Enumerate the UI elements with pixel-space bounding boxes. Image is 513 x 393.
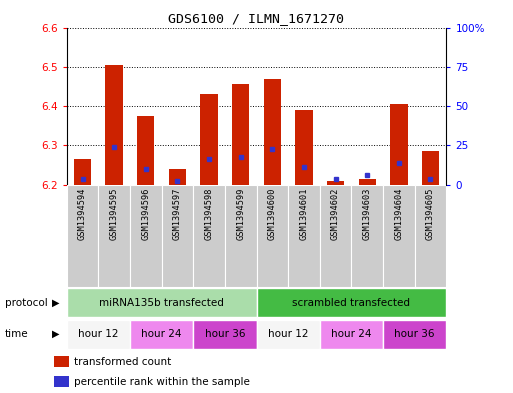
Bar [67,320,130,349]
Text: transformed count: transformed count [74,357,172,367]
Bar [201,94,218,185]
Bar [295,110,312,185]
Text: GSM1394599: GSM1394599 [236,188,245,240]
Text: GSM1394602: GSM1394602 [331,188,340,240]
Title: GDS6100 / ILMN_1671270: GDS6100 / ILMN_1671270 [168,12,345,25]
Text: hour 24: hour 24 [142,329,182,339]
Bar [320,185,351,287]
Bar [54,356,69,367]
Bar [256,185,288,287]
Bar [383,185,415,287]
Text: ▶: ▶ [51,329,59,339]
Text: percentile rank within the sample: percentile rank within the sample [74,376,250,387]
Bar [130,320,193,349]
Text: GSM1394597: GSM1394597 [173,188,182,240]
Bar [232,84,249,185]
Bar [54,376,69,387]
Text: GSM1394596: GSM1394596 [141,188,150,240]
Text: GSM1394603: GSM1394603 [363,188,372,240]
Bar [256,320,320,349]
Bar [67,185,98,287]
Text: time: time [5,329,29,339]
Bar [359,179,376,185]
Text: GSM1394595: GSM1394595 [110,188,119,240]
Bar [351,185,383,287]
Bar [162,185,193,287]
Bar [193,185,225,287]
Text: hour 12: hour 12 [268,329,308,339]
Bar [422,151,439,185]
Bar [288,185,320,287]
Bar [383,320,446,349]
Text: hour 36: hour 36 [205,329,245,339]
Bar [98,185,130,287]
Bar [415,185,446,287]
Bar [256,288,446,317]
Bar [193,320,256,349]
Bar [106,65,123,185]
Text: GSM1394605: GSM1394605 [426,188,435,240]
Bar [130,185,162,287]
Text: GSM1394594: GSM1394594 [78,188,87,240]
Bar [137,116,154,185]
Text: protocol: protocol [5,298,48,308]
Bar [74,159,91,185]
Text: GSM1394601: GSM1394601 [300,188,308,240]
Text: miRNA135b transfected: miRNA135b transfected [99,298,224,308]
Text: ▶: ▶ [51,298,59,308]
Bar [264,79,281,185]
Text: GSM1394604: GSM1394604 [394,188,403,240]
Text: hour 36: hour 36 [394,329,435,339]
Bar [67,288,256,317]
Bar [327,181,344,185]
Bar [225,185,256,287]
Text: GSM1394600: GSM1394600 [268,188,277,240]
Text: hour 12: hour 12 [78,329,119,339]
Bar [390,104,407,185]
Bar [169,169,186,185]
Bar [320,320,383,349]
Text: hour 24: hour 24 [331,329,371,339]
Text: GSM1394598: GSM1394598 [205,188,213,240]
Text: scrambled transfected: scrambled transfected [292,298,410,308]
